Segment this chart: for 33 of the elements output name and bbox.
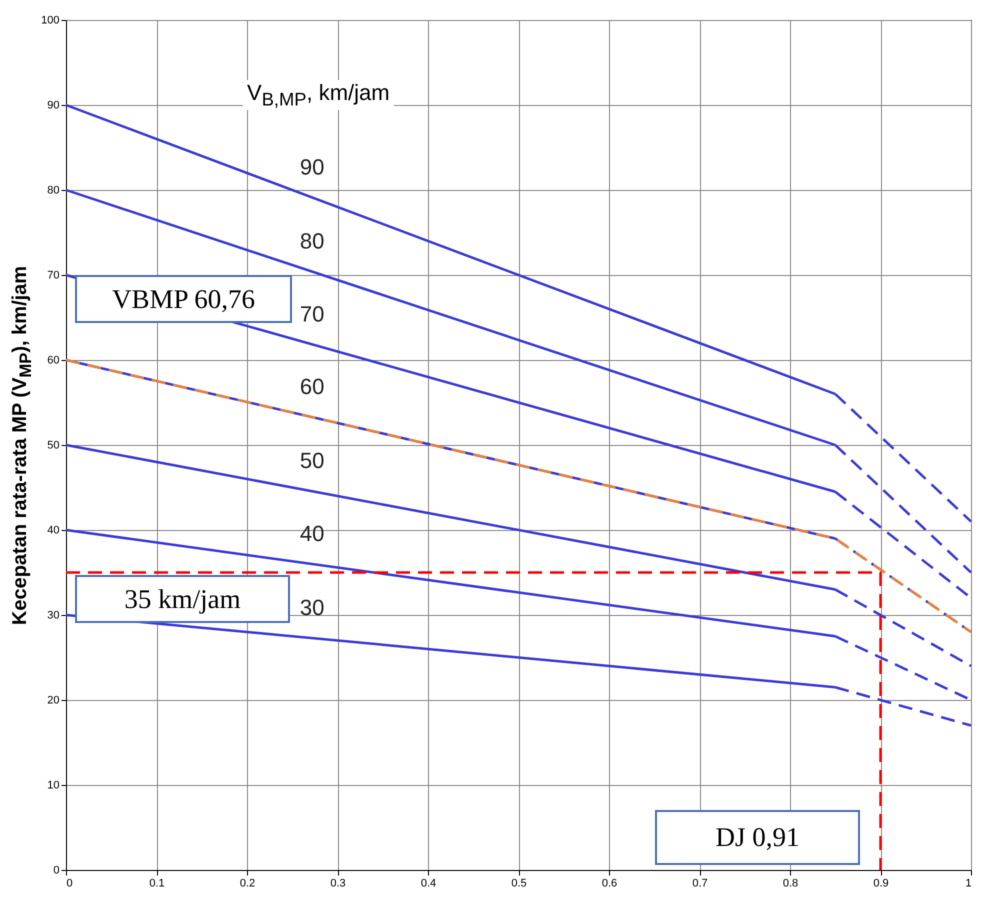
legend-title: V$_{B,MP}$, km/jam bbox=[243, 80, 394, 110]
series-label: 40 bbox=[300, 521, 324, 546]
x-tick-label: 0.8 bbox=[782, 878, 798, 890]
series-label: 60 bbox=[300, 374, 324, 400]
text-box: DJ 0,91 bbox=[655, 810, 860, 865]
x-tick-label: 0.9 bbox=[873, 878, 889, 890]
y-tick-label: 70 bbox=[47, 270, 60, 282]
y-tick-label: 10 bbox=[47, 780, 60, 792]
series-label: 80 bbox=[300, 228, 324, 254]
series-label: 70 bbox=[300, 301, 324, 326]
x-tick-label: 0 bbox=[66, 878, 73, 890]
y-tick-label: 20 bbox=[47, 694, 60, 706]
x-tick-label: 0.1 bbox=[149, 878, 165, 890]
y-tick-label: 60 bbox=[47, 354, 60, 366]
x-tick-label: 0.7 bbox=[692, 878, 708, 890]
series-label: 90 bbox=[300, 154, 324, 180]
text-box: 35 km/jam bbox=[75, 575, 290, 623]
x-tick-label: 0.2 bbox=[240, 878, 256, 890]
y-tick-label: 100 bbox=[41, 14, 60, 26]
x-tick-label: 0.4 bbox=[420, 878, 436, 890]
y-tick-label: 0 bbox=[53, 864, 60, 876]
x-tick-label: 0.3 bbox=[330, 878, 346, 890]
series-label: 30 bbox=[300, 595, 324, 620]
y-tick-label: 80 bbox=[47, 184, 60, 196]
text-box: VBMP 60,76 bbox=[75, 275, 292, 323]
y-tick-label: 40 bbox=[47, 524, 60, 536]
series-label: 50 bbox=[300, 448, 324, 474]
x-tick-label: 0.6 bbox=[602, 878, 618, 890]
y-tick-label: 50 bbox=[47, 440, 60, 452]
x-tick-label: 1 bbox=[965, 878, 972, 890]
x-tick-label: 0.5 bbox=[511, 878, 527, 890]
y-tick-label: 30 bbox=[47, 610, 60, 622]
y-tick-label: 90 bbox=[47, 100, 60, 112]
